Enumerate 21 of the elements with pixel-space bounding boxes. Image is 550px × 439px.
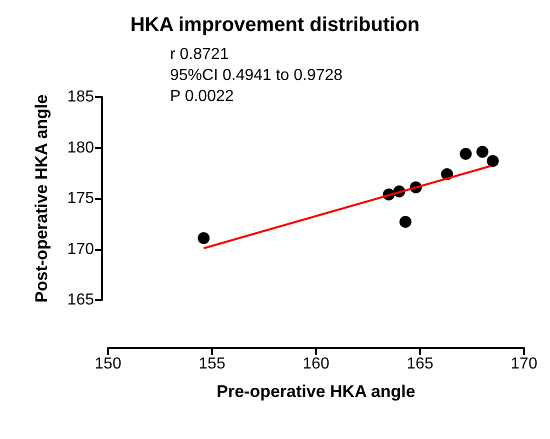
x-tick-label: 170 — [510, 356, 538, 372]
y-tick-label: 185 — [67, 88, 94, 106]
text: 95%CI 0.4941 to 0.9728 — [170, 67, 343, 84]
point — [486, 154, 499, 167]
point — [460, 148, 472, 160]
x-tick-label: 150 — [94, 356, 122, 372]
x-tick-label: 165 — [406, 356, 434, 372]
y-tick-label: 175 — [67, 190, 94, 207]
x-tick-label: 155 — [198, 356, 226, 372]
annotation: P 0.0022 — [170, 88, 234, 105]
y-tick-label: 180 — [67, 139, 94, 156]
point — [399, 216, 412, 228]
point — [476, 146, 488, 158]
y-tick-label: 170 — [67, 240, 94, 258]
y-tick-label: 165 — [67, 292, 94, 308]
chart-title: HKA improvement distribution — [130, 14, 420, 36]
y-axis-title: Post-operative HKA angle — [32, 94, 51, 303]
x-tick-label: 160 — [302, 356, 330, 372]
text: r 0.8721 — [170, 46, 229, 63]
point — [198, 232, 210, 244]
x-axis-title: Pre-operative HKA angle — [216, 382, 416, 401]
